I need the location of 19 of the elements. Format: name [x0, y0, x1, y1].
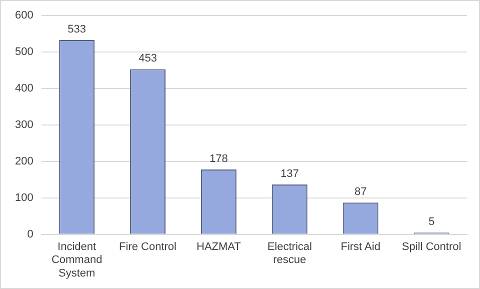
- data-label: 453: [138, 52, 157, 65]
- y-tick-label: 500: [14, 46, 34, 58]
- data-label: 87: [354, 186, 367, 198]
- x-tick-label: First Aid: [340, 241, 380, 254]
- x-tick-label: Fire Control: [119, 241, 176, 254]
- data-label: 5: [428, 216, 435, 228]
- data-label: 178: [210, 153, 228, 166]
- y-tick-label: 400: [14, 82, 34, 95]
- x-tick-label: HAZMAT: [196, 241, 242, 254]
- y-tick-label: 600: [14, 10, 34, 22]
- data-label: 533: [68, 24, 86, 36]
- x-tick-label: Incident Command System: [51, 241, 102, 280]
- y-tick-label: 200: [14, 156, 34, 168]
- y-tick-label: 100: [14, 192, 34, 204]
- y-tick-label: 0: [27, 228, 34, 240]
- x-tick-label: Electrical rescue: [267, 241, 312, 266]
- x-tick-label: Spill Control: [402, 241, 462, 254]
- data-label: 137: [280, 168, 299, 180]
- y-tick-label: 300: [14, 119, 34, 132]
